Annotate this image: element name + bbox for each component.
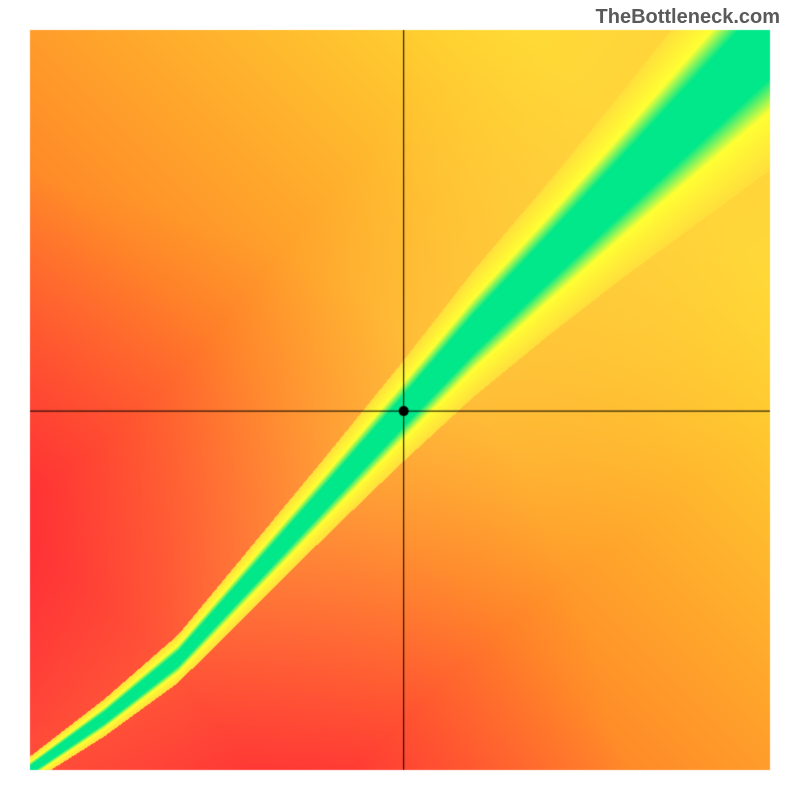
chart-container: TheBottleneck.com bbox=[0, 0, 800, 800]
watermark-text: TheBottleneck.com bbox=[596, 6, 780, 29]
heatmap-canvas bbox=[0, 0, 800, 800]
